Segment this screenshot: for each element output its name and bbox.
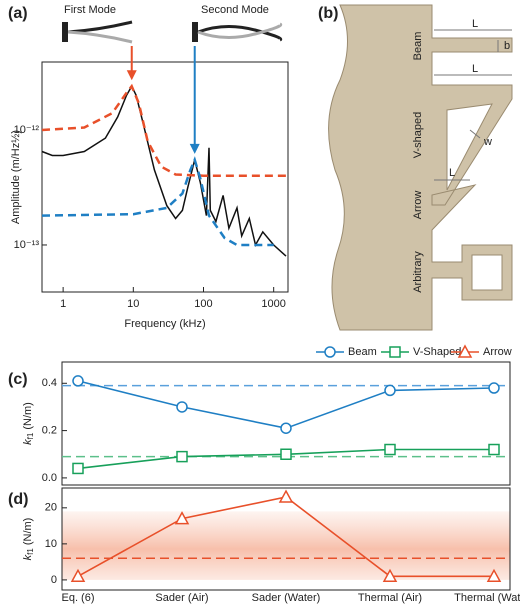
y-tick-label: 10⁻¹² (14, 124, 40, 136)
panel-label: (d) (8, 491, 28, 508)
mode-label: First Mode (64, 4, 116, 16)
y-axis-label: kf1 (N/m) (22, 402, 35, 445)
legend-marker (324, 346, 336, 358)
mode-arrow-head (126, 70, 137, 81)
y-label-unit: (N/m) (22, 402, 34, 430)
dim-label: w (483, 136, 492, 148)
spectrum-line (41, 156, 274, 247)
x-tick-label: 1000 (261, 298, 285, 310)
point (176, 401, 188, 413)
point (72, 462, 84, 475)
legend-marker (389, 346, 401, 358)
y-label-symbol: k (22, 439, 34, 445)
point (278, 489, 294, 503)
point (384, 384, 396, 397)
x-tick-label: 10 (127, 298, 139, 310)
x-tick-label: 100 (194, 298, 212, 310)
point (488, 443, 500, 456)
legend-label: V-Shaped (413, 346, 461, 358)
point (280, 422, 292, 434)
point (280, 448, 292, 460)
plot-frame (41, 61, 289, 293)
shape-label: V-shaped (412, 112, 424, 158)
y-tick-label: 0.2 (42, 425, 57, 437)
x-tick-label: Eq. (6) (61, 592, 94, 604)
y-tick-label: 0.4 (42, 377, 57, 389)
x-tick-label: 1 (60, 298, 66, 310)
y-tick-label: 10⁻¹³ (14, 239, 40, 251)
legend-label: Beam (348, 346, 377, 358)
y-axis-label: kf1 (N/m) (22, 518, 35, 561)
plot-frame (61, 361, 511, 486)
point (176, 450, 188, 463)
x-axis-label: Frequency (kHz) (124, 318, 205, 330)
y-label-symbol: k (22, 554, 34, 560)
y-axis-label: Amplitude (m/Hz½) (10, 130, 22, 224)
x-tick-label: Thermal (Air) (358, 592, 422, 604)
cantilever-diagram (328, 4, 513, 331)
y-tick-label: 20 (45, 502, 57, 514)
uncertainty-band (62, 511, 510, 580)
panel-label: (b) (318, 5, 338, 22)
dim-label: L (472, 63, 478, 75)
plot-frame (61, 487, 511, 591)
mode-icon (62, 20, 283, 44)
y-tick-label: 0 (51, 574, 57, 586)
panel-label: (a) (8, 5, 28, 22)
shape-label: Beam (412, 32, 424, 61)
spectrum-line (41, 84, 287, 257)
shape-label: Arbitrary (412, 251, 424, 293)
point (382, 568, 398, 583)
dim-label: L (472, 18, 478, 30)
point (384, 443, 396, 456)
y-label-subscript: f1 (26, 548, 35, 555)
legend-marker (457, 344, 473, 358)
y-label-subscript: f1 (26, 432, 35, 439)
panel-label: (c) (8, 371, 28, 388)
point (174, 511, 190, 525)
point (486, 568, 502, 583)
point (72, 375, 84, 387)
x-tick-label: Sader (Air) (155, 592, 208, 604)
x-tick-label: Thermal (Water) (454, 592, 520, 604)
point (70, 568, 86, 583)
x-tick-label: Sader (Water) (252, 592, 321, 604)
mode-arrow-head (189, 143, 200, 154)
point (488, 382, 500, 394)
dim-label: L (449, 167, 455, 179)
series-line (77, 380, 495, 430)
spectrum-line (41, 83, 286, 177)
y-label-unit: (N/m) (22, 518, 34, 546)
legend-label: Arrow (483, 346, 512, 358)
y-tick-label: 0.0 (42, 472, 57, 484)
y-tick-label: 10 (45, 538, 57, 550)
dim-label: b (504, 40, 510, 52)
mode-label: Second Mode (201, 4, 269, 16)
shape-label: Arrow (412, 191, 424, 220)
